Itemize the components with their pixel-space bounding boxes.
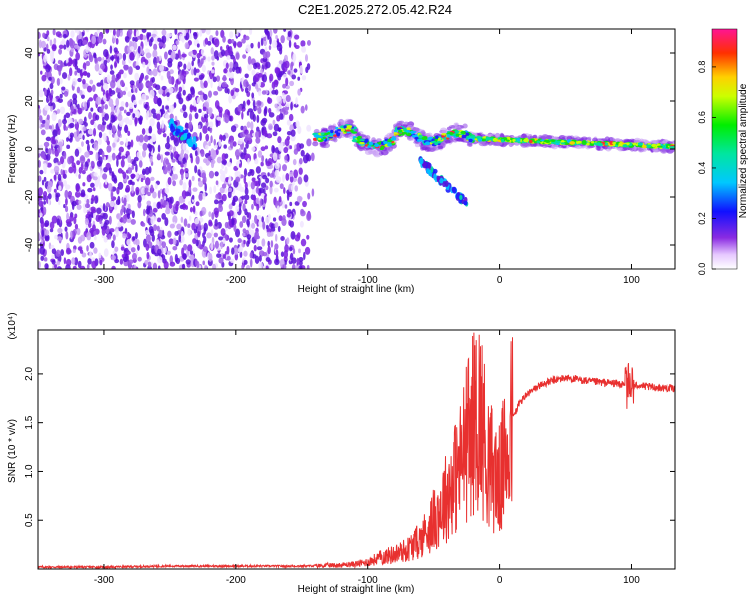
- x-tick-label: 0: [497, 275, 503, 286]
- snr-plot-area: [38, 330, 675, 569]
- snr-x-axis-label: Height of straight line (km): [298, 584, 415, 595]
- y-tick-label: 0.5: [24, 513, 35, 527]
- spectrogram-y-ticks: -40 -20 0 20 40: [24, 47, 675, 252]
- colorbar-ticks: 0.0 0.2 0.4 0.6 0.8: [697, 61, 716, 276]
- x-tick-label: -300: [94, 275, 114, 286]
- snr-frame: [37, 329, 676, 570]
- y-tick-label: 2.0: [24, 367, 35, 381]
- snr-series-line: [38, 332, 675, 569]
- x-tick-label: 100: [623, 275, 640, 286]
- x-tick-label: -100: [358, 275, 378, 286]
- page-title: C2E1.2025.272.05.42.R24: [298, 2, 452, 17]
- x-tick-label: -300: [94, 575, 114, 586]
- y-tick-label: 1.0: [24, 464, 35, 478]
- x-tick-label: 0: [497, 575, 503, 586]
- colorbar-tick-label: 0.6: [697, 111, 707, 124]
- colorbar-label: Normalized spectral amplitude: [738, 83, 749, 218]
- colorbar-tick-label: 0.8: [697, 61, 707, 74]
- y-tick-label: 20: [24, 95, 35, 107]
- snr-x-ticks: -300 -200 -100 0 100: [94, 330, 640, 586]
- spectrogram-heatmap: [38, 29, 675, 269]
- y-tick-label: 1.5: [24, 415, 35, 429]
- colorbar-tick-label: 0.2: [697, 212, 707, 225]
- x-tick-label: -200: [226, 575, 246, 586]
- spectrogram-y-axis-label: Frequency (Hz): [7, 115, 18, 184]
- colorbar: 0.0 0.2 0.4 0.6 0.8 Normalized spectral ampl…: [697, 28, 749, 276]
- y-tick-label: 0: [24, 146, 35, 152]
- y-tick-label: -20: [24, 189, 35, 204]
- y-tick-label: 40: [24, 47, 35, 59]
- snr-panel: -300 -200 -100 0 100 0.5 1.0 1.5 2.0 Height of …: [7, 312, 676, 595]
- colorbar-tick-label: 0.4: [697, 162, 707, 175]
- colorbar-tick-label: 0.0: [697, 263, 707, 276]
- x-tick-label: -200: [226, 275, 246, 286]
- snr-y-axis-label: SNR (10 * v/v): [7, 419, 18, 483]
- x-tick-label: -100: [358, 575, 378, 586]
- snr-y-ticks: 0.5 1.0 1.5 2.0: [24, 367, 675, 527]
- x-tick-label: 100: [623, 575, 640, 586]
- spectrogram-x-axis-label: Height of straight line (km): [298, 284, 415, 295]
- colorbar-gradient: [711, 28, 738, 270]
- spectrogram-x-ticks: -300 -200 -100 0 100: [94, 29, 640, 286]
- snr-y-multiplier: (x10⁴): [7, 312, 18, 339]
- y-tick-label: -40: [24, 237, 35, 252]
